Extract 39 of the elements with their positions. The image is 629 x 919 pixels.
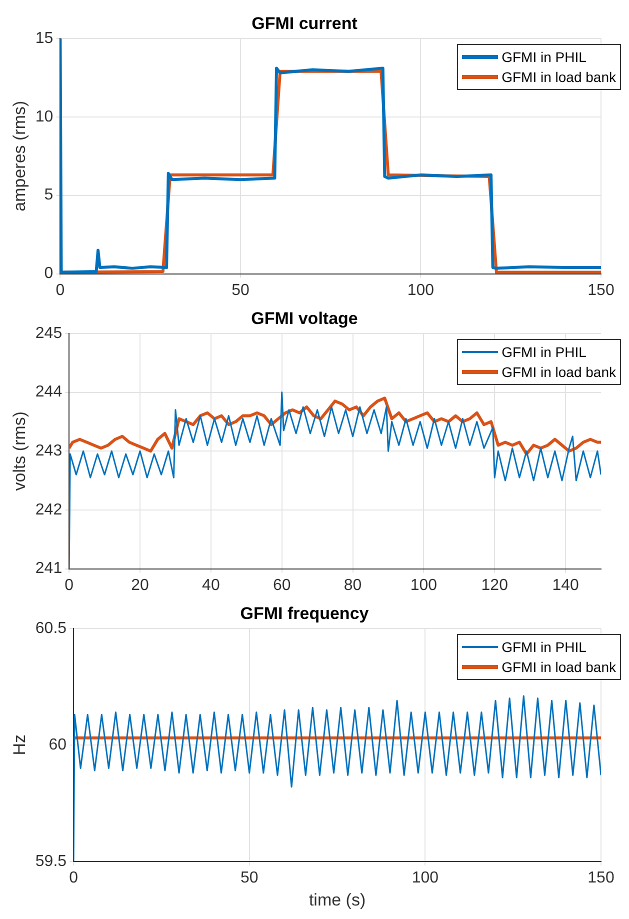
x-tick-label: 60: [272, 576, 291, 594]
y-tick-label: 10: [35, 108, 54, 126]
y-tick-label: 242: [35, 501, 62, 518]
y-tick-label: 60.5: [35, 620, 67, 637]
legend-label: GFMI in PHIL: [502, 343, 586, 362]
legend-label: GFMI in load bank: [502, 363, 616, 382]
x-tick-label: 0: [69, 869, 78, 886]
chart-title: GFMI current: [252, 14, 358, 33]
y-tick-label: 243: [35, 442, 62, 460]
chart-title: GFMI frequency: [240, 604, 370, 623]
y-tick-label: 0: [44, 265, 54, 282]
x-tick-label: 150: [588, 869, 614, 886]
y-tick-label: 5: [44, 186, 54, 204]
x-tick-label: 100: [407, 282, 434, 299]
legend-label: GFMI in load bank: [502, 68, 616, 88]
legend-label: GFMI in PHIL: [502, 638, 586, 658]
x-tick-label: 40: [202, 576, 220, 594]
y-tick-label: 59.5: [35, 852, 67, 870]
x-tick-label: 120: [481, 576, 508, 594]
y-tick-label: 241: [35, 560, 62, 578]
x-tick-label: 100: [410, 576, 438, 594]
y-tick-label: 245: [35, 324, 62, 342]
y-axis-title: amperes (rms): [10, 100, 29, 212]
x-tick-label: 100: [412, 869, 439, 886]
x-tick-label: 20: [131, 576, 150, 594]
chart-title: GFMI voltage: [251, 308, 358, 328]
x-tick-label: 140: [552, 576, 579, 594]
y-tick-label: 60: [48, 736, 67, 754]
y-tick-label: 244: [35, 384, 62, 401]
x-axis-title: time (s): [308, 890, 366, 910]
y-tick-label: 15: [35, 30, 54, 47]
y-axis-title: Hz: [10, 734, 29, 756]
x-tick-label: 50: [232, 282, 250, 299]
y-axis-title: volts (rms): [10, 411, 29, 491]
x-tick-label: 150: [588, 282, 614, 299]
x-tick-label: 50: [240, 869, 258, 886]
legend-label: GFMI in load bank: [502, 658, 616, 678]
legend-label: GFMI in PHIL: [502, 48, 586, 68]
x-tick-label: 80: [344, 576, 362, 594]
